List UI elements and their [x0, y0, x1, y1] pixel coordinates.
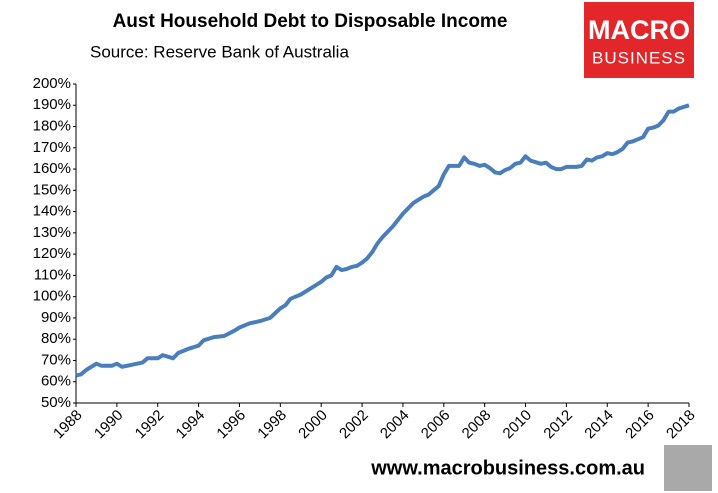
x-tick-label: 2004 — [377, 407, 413, 443]
y-tick-label: 50% — [41, 394, 71, 411]
x-tick-label: 2018 — [663, 407, 699, 443]
y-tick-label: 110% — [34, 266, 71, 283]
footer: www.macrobusiness.com.au — [370, 457, 645, 479]
x-tick-label: 2010 — [500, 407, 536, 443]
x-tick-label: 1990 — [91, 407, 127, 443]
wolf-icon — [664, 445, 712, 491]
logo-top: MACRO — [588, 15, 690, 45]
x-tick-label: 2012 — [540, 407, 576, 443]
y-tick-label: 190% — [33, 96, 71, 113]
x-tick-label: 2014 — [581, 407, 617, 443]
chart-title: Aust Household Debt to Disposable Income — [113, 11, 508, 32]
x-tick-label: 1992 — [132, 407, 168, 443]
y-tick-label: 70% — [41, 351, 71, 368]
y-tick-label: 200% — [33, 75, 71, 92]
x-tick-label: 2008 — [459, 407, 495, 443]
chart-subtitle: Source: Reserve Bank of Australia — [90, 42, 349, 61]
y-tick-label: 180% — [33, 118, 71, 135]
y-tick-label: 120% — [33, 245, 71, 262]
y-tick-label: 150% — [33, 181, 71, 198]
y-tick-label: 160% — [33, 160, 71, 177]
logo-bottom: BUSINESS — [592, 48, 686, 67]
x-tick-label: 2006 — [418, 407, 454, 443]
y-tick-label: 100% — [33, 288, 71, 305]
x-tick-label: 1996 — [213, 407, 249, 443]
data-line — [75, 103, 690, 378]
x-tick-label: 2016 — [622, 407, 658, 443]
y-tick-label: 80% — [41, 330, 71, 347]
y-tick-label: 170% — [33, 139, 71, 156]
y-tick-label: 90% — [41, 309, 71, 326]
y-tick-label: 130% — [33, 224, 71, 241]
x-tick-label: 1998 — [254, 407, 290, 443]
x-tick-label: 1994 — [173, 407, 209, 443]
x-tick-label: 2000 — [295, 407, 331, 443]
x-tick-label: 1988 — [50, 407, 86, 443]
x-tick-label: 2002 — [336, 407, 372, 443]
y-tick-label: 60% — [41, 373, 71, 390]
y-tick-label: 140% — [33, 203, 71, 220]
logo-box — [584, 2, 694, 78]
